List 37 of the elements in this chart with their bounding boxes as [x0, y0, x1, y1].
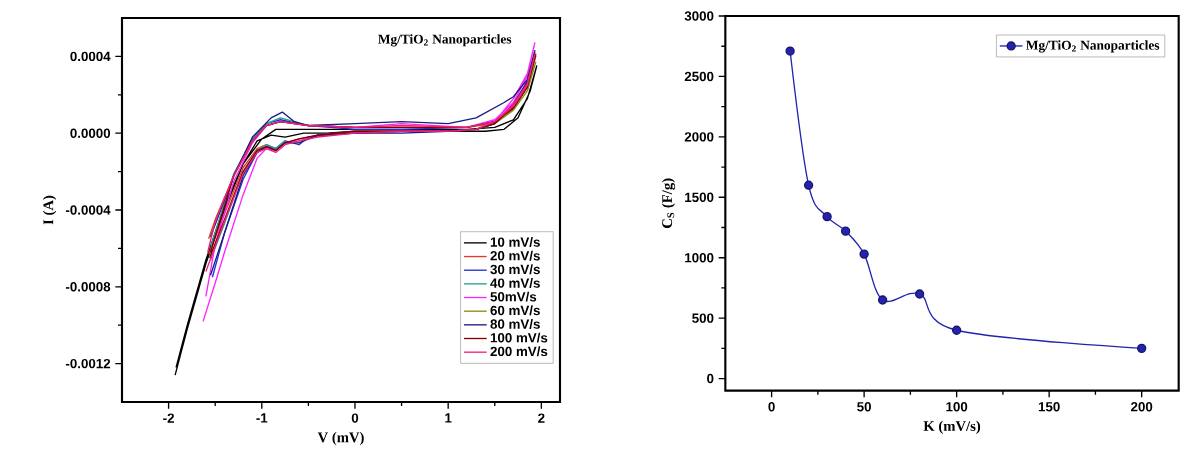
x-tick-label: -2	[163, 413, 174, 423]
x-tick-label: 100	[946, 402, 968, 412]
legend-label: Mg/TiO$_{2}$ Nanoparticles	[1026, 40, 1160, 53]
y-tick-label: 2000	[684, 132, 714, 142]
x-tick-label: 2	[538, 413, 545, 423]
y-tick-label: 0.0004	[70, 51, 111, 62]
y-tick-label: 3000	[684, 11, 714, 21]
y-tick-label: -0.0008	[65, 282, 111, 292]
y-tick-label: 1500	[685, 192, 714, 202]
x-tick-label: -1	[256, 413, 268, 423]
y-tick-label: 2500	[684, 71, 714, 82]
y-axis-title: C$_{S}$ (F/g)	[661, 178, 676, 229]
legend-label: 50mV/s	[490, 291, 537, 302]
y-tick-label: 0.0000	[70, 128, 111, 138]
legend-label: 10 mV/s	[490, 237, 540, 247]
legend-label: 80 mV/s	[490, 319, 540, 329]
x-tick-label: 0	[351, 413, 359, 423]
y-tick-label: -0.0012	[65, 358, 111, 369]
x-tick-label: 200	[1131, 402, 1153, 412]
legend-label: 100 mV/s	[490, 332, 548, 343]
x-tick-label: 1	[445, 413, 452, 423]
x-tick-label: 50	[857, 402, 871, 412]
y-tick-label: 500	[692, 313, 714, 323]
y-tick-label: -0.0004	[65, 205, 111, 215]
x-tick-label: 150	[1038, 402, 1060, 412]
legend-label: 200 mV/s	[490, 346, 548, 357]
x-tick-label: 0	[768, 402, 775, 412]
x-axis-title: V (mV)	[317, 431, 364, 446]
y-axis-title: I (A)	[42, 195, 57, 225]
legend-label: 30 mV/s	[490, 264, 540, 275]
legend-label: 20 mV/s	[490, 250, 540, 261]
annotation: Mg/TiO$_{2}$ Nanoparticles	[378, 34, 512, 47]
y-tick-label: 0	[707, 373, 714, 384]
legend-label: 40 mV/s	[490, 278, 540, 288]
y-tick-label: 1000	[685, 253, 714, 263]
x-axis-title: K (mV/s)	[923, 420, 981, 434]
legend-label: 60 mV/s	[490, 305, 540, 316]
